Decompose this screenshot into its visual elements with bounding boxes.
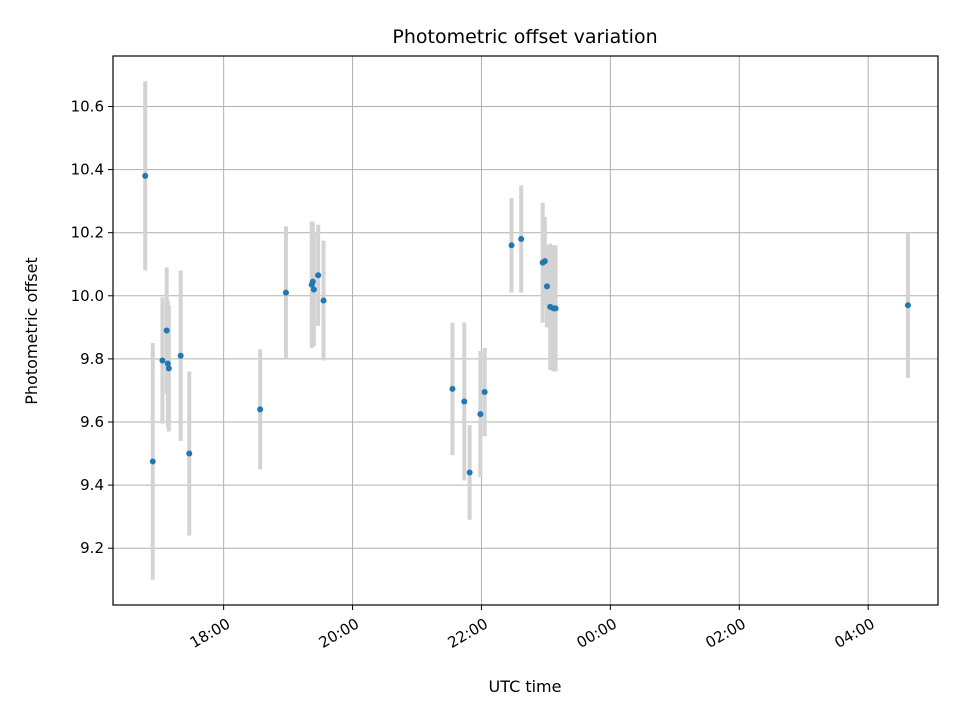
error-bars <box>143 81 910 580</box>
x-tick-label: 00:00 <box>574 615 620 652</box>
data-point <box>257 406 264 413</box>
data-point <box>142 172 149 179</box>
data-point <box>461 398 468 405</box>
data-point <box>904 302 911 309</box>
y-tick-label: 9.4 <box>80 476 104 494</box>
y-axis-label: Photometric offset <box>22 257 41 405</box>
data-point <box>466 469 473 476</box>
y-tick-label: 10.0 <box>71 287 104 305</box>
y-tick-label: 10.6 <box>71 97 104 115</box>
data-point <box>310 286 317 293</box>
y-tick-label: 9.2 <box>80 539 104 557</box>
data-point <box>163 327 170 334</box>
data-point <box>477 411 484 418</box>
data-point <box>177 352 184 359</box>
data-point <box>449 385 456 392</box>
data-point <box>165 365 172 372</box>
x-axis-label: UTC time <box>489 677 562 696</box>
x-tick-label: 18:00 <box>187 615 233 652</box>
data-point <box>186 450 193 457</box>
data-point <box>309 278 316 285</box>
x-tick-label: 02:00 <box>702 615 748 652</box>
data-point <box>508 242 515 249</box>
x-tick-label: 04:00 <box>831 615 877 652</box>
data-point <box>164 360 171 367</box>
data-point <box>543 283 550 290</box>
data-point <box>541 258 548 265</box>
data-point <box>149 458 156 465</box>
data-points <box>142 172 911 476</box>
data-point <box>315 272 322 279</box>
data-point <box>481 389 488 396</box>
data-point <box>159 357 166 364</box>
data-point <box>518 236 525 242</box>
chart-title: Photometric offset variation <box>392 26 657 48</box>
y-tick-label: 10.4 <box>71 161 104 179</box>
y-axis-ticks: 9.2 9.4 9.6 9.8 10.0 10.2 10.4 10.6 <box>71 97 113 557</box>
data-point <box>552 305 559 312</box>
grid <box>113 56 938 605</box>
data-point <box>282 289 289 296</box>
plot-frame <box>112 55 939 606</box>
data-point <box>320 297 327 304</box>
y-tick-label: 9.8 <box>80 350 104 368</box>
x-tick-label: 20:00 <box>316 615 362 652</box>
y-tick-label: 9.6 <box>80 413 104 431</box>
y-tick-label: 10.2 <box>71 224 104 242</box>
x-axis-ticks: 18:00 20:00 22:00 00:00 02:00 04:00 <box>187 605 878 652</box>
x-tick-label: 22:00 <box>445 615 491 652</box>
